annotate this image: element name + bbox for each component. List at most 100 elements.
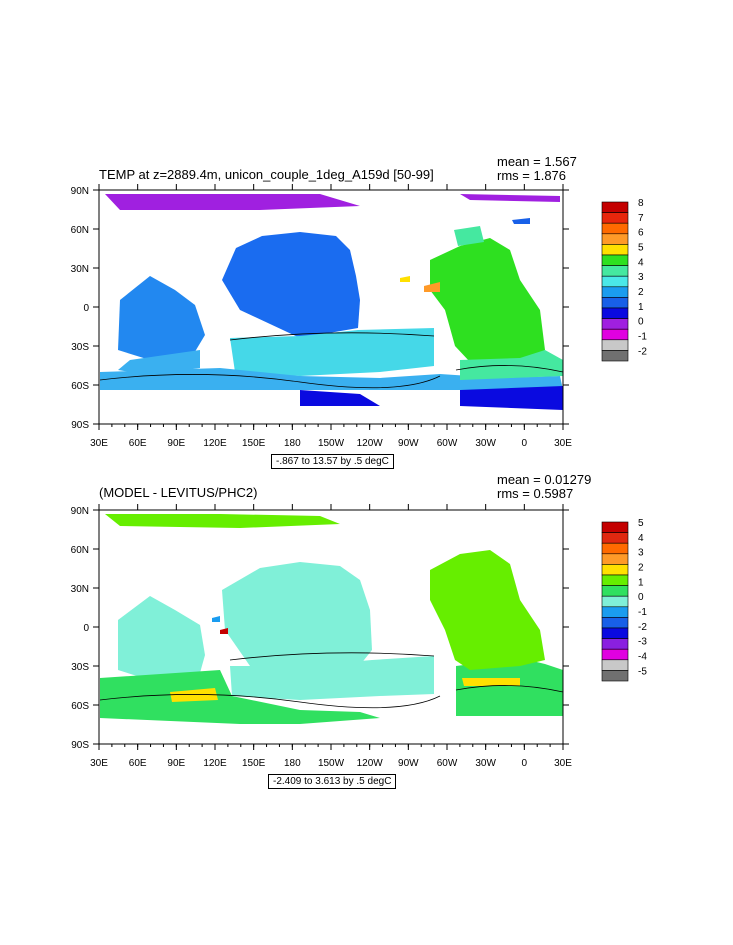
- x-tick-label: 180: [284, 758, 301, 769]
- ocean-region: [454, 226, 484, 246]
- colorbar: 5 4 3 2 1 0 -1 -2 -3 -4 -5: [601, 518, 647, 682]
- x-tick-label: 30E: [554, 758, 572, 769]
- x-tick-label: 30E: [90, 758, 108, 769]
- colorbar-label: -1: [638, 332, 647, 343]
- y-tick-label: 30S: [71, 342, 89, 353]
- colorbar-swatch: [601, 265, 629, 277]
- colorbar-label: 5: [638, 518, 644, 529]
- x-tick-label: 30W: [475, 438, 496, 449]
- colorbar-label: 3: [638, 548, 644, 559]
- colorbar-label: -5: [638, 666, 647, 677]
- y-tick-label: 60N: [71, 545, 89, 556]
- x-tick-label: 90E: [167, 438, 185, 449]
- colorbar-swatch: [601, 286, 629, 298]
- colorbar-label: 4: [638, 257, 644, 268]
- map-plot: 30E 60E 90E 120E 150E 180 150W 120W 90W 60W 30W 0 30…: [71, 504, 647, 769]
- x-tick-label: 60W: [437, 438, 458, 449]
- colorbar-label: 3: [638, 272, 644, 283]
- x-tick-label: 30E: [90, 438, 108, 449]
- colorbar-swatch: [601, 542, 629, 555]
- ocean-region: [460, 194, 560, 202]
- colorbar-label: -2: [638, 346, 647, 357]
- x-tick-label: 60E: [129, 438, 147, 449]
- colorbar-label: 7: [638, 213, 644, 224]
- x-tick-label: 60W: [437, 758, 458, 769]
- colorbar-swatch: [601, 648, 629, 661]
- y-tick-label: 30N: [71, 584, 89, 595]
- y-tick-label: 60N: [71, 225, 89, 236]
- field-layer: [100, 514, 563, 724]
- contour-info-box: -2.409 to 3.613 by .5 degC: [268, 774, 397, 789]
- contour-line: [229, 652, 435, 661]
- colorbar-label: -3: [638, 637, 647, 648]
- x-tick-label: 0: [522, 758, 528, 769]
- panel-title: (MODEL - LEVITUS/PHC2): [99, 485, 258, 500]
- y-tick-label: 90S: [71, 740, 89, 751]
- ocean-region: [400, 276, 410, 282]
- contour-line: [99, 694, 441, 709]
- colorbar-swatch: [601, 328, 629, 341]
- colorbar-label: 8: [638, 198, 644, 209]
- x-tick-label: 30W: [475, 758, 496, 769]
- x-tick-label: 90W: [398, 438, 419, 449]
- colorbar-swatch: [601, 233, 629, 245]
- ocean-region: [230, 328, 434, 376]
- x-tick-label: 90W: [398, 758, 419, 769]
- colorbar-swatch: [601, 564, 629, 576]
- colorbar-swatch: [601, 275, 629, 288]
- colorbar-swatch: [601, 254, 629, 266]
- colorbar-swatch: [601, 606, 629, 618]
- x-tick-label: 120W: [357, 758, 384, 769]
- colorbar-swatch: [601, 659, 629, 671]
- colorbar-swatch: [601, 201, 629, 213]
- field-layer: [100, 194, 563, 410]
- colorbar-swatch: [601, 627, 629, 639]
- ocean-region: [460, 350, 563, 380]
- ocean-region: [230, 656, 434, 700]
- colorbar-label: -4: [638, 652, 647, 663]
- x-tick-label: 120E: [203, 438, 227, 449]
- colorbar: 8 7 6 5 4 3 2 1 0 -1 -2: [601, 198, 647, 362]
- ocean-region: [424, 282, 440, 292]
- x-tick-label: 0: [522, 438, 528, 449]
- contour-line: [229, 332, 435, 341]
- ocean-region: [105, 514, 340, 528]
- contour-line: [455, 685, 564, 693]
- colorbar-label: 2: [638, 563, 644, 574]
- y-tick-label: 60S: [71, 381, 89, 392]
- x-tick-label: 150W: [318, 438, 345, 449]
- colorbar-swatch: [601, 585, 629, 597]
- x-tick-label: 90E: [167, 758, 185, 769]
- ocean-region: [300, 390, 380, 406]
- y-tick-label: 0: [83, 623, 89, 634]
- x-tick-label: 150E: [242, 758, 266, 769]
- x-tick-label: 120W: [357, 438, 384, 449]
- colorbar-label: 1: [638, 302, 644, 313]
- ocean-region: [105, 194, 360, 210]
- ocean-region: [100, 670, 380, 724]
- colorbar-swatch: [601, 350, 629, 362]
- ocean-region: [118, 276, 205, 360]
- colorbar-label: -2: [638, 622, 647, 633]
- ocean-region: [118, 596, 205, 680]
- panel-temperature: TEMP at z=2889.4m, unicon_couple_1deg_A1…: [0, 150, 733, 470]
- colorbar-swatch: [601, 574, 629, 586]
- ocean-region: [118, 350, 200, 375]
- colorbar-swatch: [601, 638, 629, 650]
- colorbar-swatch: [601, 307, 629, 319]
- ocean-region: [222, 562, 372, 670]
- ocean-region: [212, 616, 220, 622]
- x-tick-label: 150W: [318, 758, 345, 769]
- x-tick-label: 150E: [242, 438, 266, 449]
- contour-line: [455, 365, 564, 373]
- colorbar-swatch: [601, 553, 629, 565]
- y-tick-label: 0: [83, 303, 89, 314]
- map-plot: 30E 60E 90E 120E 150E 1 8 0 150W 120W 90W 60W 30W 0 30…: [71, 184, 647, 449]
- rms-value: rms = 1.876: [497, 168, 567, 183]
- ocean-region: [222, 232, 360, 338]
- ocean-region: [512, 218, 530, 224]
- ocean-region: [460, 386, 563, 410]
- contour-info-box: -.867 to 13.57 by .5 degC: [271, 454, 394, 469]
- colorbar-swatch: [601, 244, 629, 256]
- colorbar-label: 5: [638, 243, 644, 254]
